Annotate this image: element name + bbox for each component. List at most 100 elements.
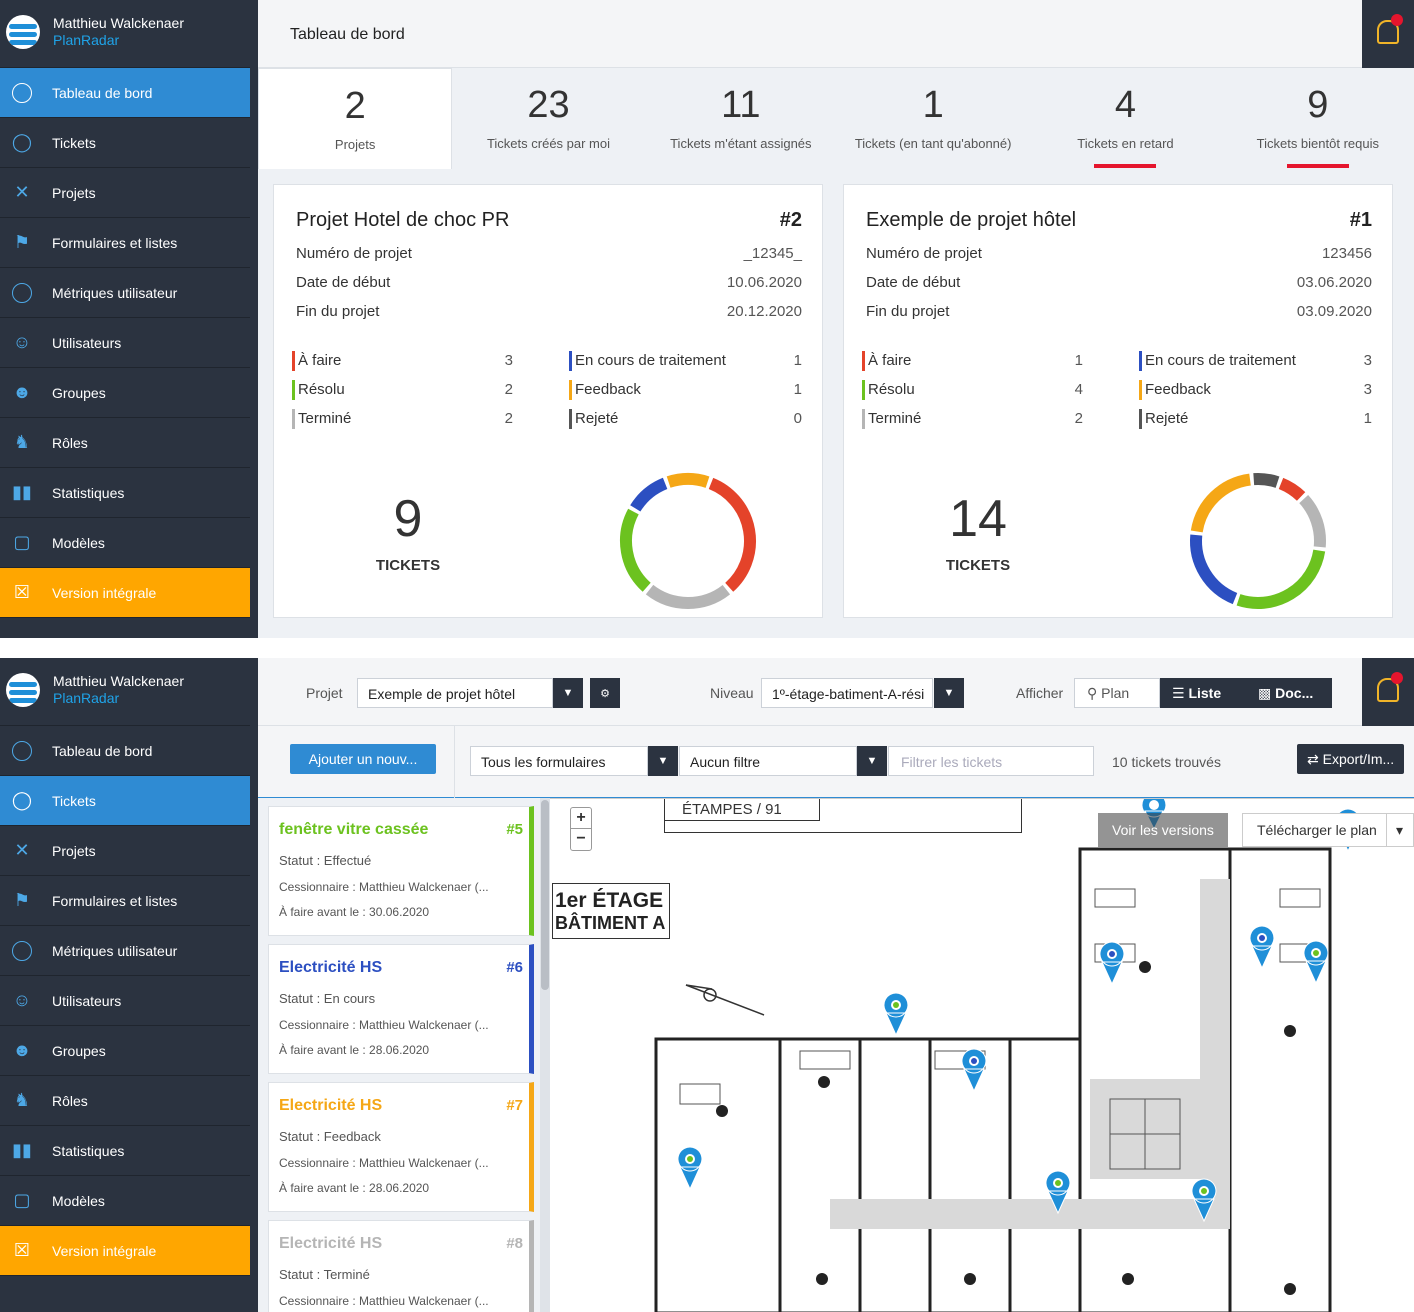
stat-assigned-to-me[interactable]: 11 Tickets m'étant assignés [645,68,837,168]
status-rejected: Rejeté 0 [569,409,802,438]
sidebar-item-label: Projets [52,842,96,859]
sidebar-item-users[interactable]: ☺ Utilisateurs [0,318,250,368]
field-label: Date de début [296,274,391,291]
donut-segment-Résolu [620,508,651,592]
sidebar-item-templates[interactable]: ▢ Modèles [0,518,250,568]
status-label: Résolu [862,380,915,400]
sidebar-item-user-metrics[interactable]: Métriques utilisateur [0,926,250,976]
stat-value: 4 [1114,84,1137,126]
sidebar-item-roles[interactable]: ♞ Rôles [0,418,250,468]
bell-icon [1377,20,1399,44]
status-donut-chart [1190,473,1326,609]
tickets-toolbar: Projet Exemple de projet hôtel ▼ ⚙ Nivea… [258,658,1414,726]
stat-value: 9 [1307,84,1329,126]
status-count: 2 [504,410,513,427]
ticket-list-scrollbar[interactable] [540,798,550,1312]
notifications-button[interactable] [1362,658,1414,726]
sidebar-item-forms[interactable]: ⚑ Formulaires et listes [0,876,250,926]
view-list-label: Liste [1188,685,1222,701]
gear-icon[interactable]: ⚙ [590,678,620,708]
stat-projects[interactable]: 2 Projets [258,68,453,169]
status-resolved: Résolu 2 [292,380,525,409]
sidebar: Matthieu Walckenaer PlanRadar Tableau de… [0,658,250,1312]
sidebar-item-templates[interactable]: ▢ Modèles [0,1176,250,1226]
add-ticket-button[interactable]: Ajouter un nouv... [290,744,436,774]
sidebar-item-full-version[interactable]: ☒ Version intégrale [0,568,250,618]
stat-label: Tickets m'étant assignés [670,136,812,151]
field-value: _12345_ [743,245,802,262]
sidebar-item-groups[interactable]: ☻ Groupes [0,1026,250,1076]
view-documents-button[interactable]: ▩ Doc... [1246,678,1332,708]
chevron-down-icon[interactable]: ▼ [934,678,964,708]
chevron-down-icon[interactable]: ▼ [648,746,678,776]
sidebar-item-tickets[interactable]: ◯ Tickets [0,118,250,168]
bar-chart-icon: ▮▮ [12,482,32,502]
company-name: PlanRadar [53,32,120,48]
notifications-button[interactable] [1362,0,1414,68]
status-in-progress: En cours de traitement 1 [569,351,802,380]
stat-subscribed[interactable]: 1 Tickets (en tant qu'abonné) [837,68,1029,168]
ticket-number: #7 [506,1097,523,1114]
stat-label: Tickets (en tant qu'abonné) [854,136,1012,151]
sidebar-item-groups[interactable]: ☻ Groupes [0,368,250,418]
stat-overdue[interactable]: 4 Tickets en retard [1029,68,1221,168]
sidebar-item-users[interactable]: ☺ Utilisateurs [0,976,250,1026]
ticket-pins[interactable] [550,799,1414,1312]
status-count: 1 [793,352,802,369]
chevron-down-icon[interactable]: ▼ [857,746,887,776]
ticket-card[interactable]: fenêtre vitre cassée #5 Statut : Effectu… [268,806,534,936]
zoom-in-button[interactable]: + [571,808,591,829]
chess-role-icon: ♞ [13,432,31,452]
project-select[interactable]: Exemple de projet hôtel [357,678,553,708]
screen-separator [0,638,1414,658]
ticket-card[interactable]: Electricité HS #7 Statut : Feedback Cess… [268,1082,534,1212]
sidebar-item-forms[interactable]: ⚑ Formulaires et listes [0,218,250,268]
stat-created-by-me[interactable]: 23 Tickets créés par moi [452,68,644,168]
view-list-button[interactable]: ☰ Liste [1160,678,1246,708]
project-card[interactable]: Exemple de projet hôtel #1 Numéro de pro… [843,184,1393,618]
sidebar-item-label: Modèles [52,534,105,551]
download-plan-button[interactable]: Télécharger le plan [1242,813,1392,847]
document-icon: ▩ [1258,684,1276,701]
view-plan-button[interactable]: ⚲ Plan [1074,678,1160,708]
status-label: Résolu [292,380,345,400]
ticket-card[interactable]: Electricité HS #8 Statut : Terminé Cessi… [268,1220,534,1312]
sidebar-item-label: Projets [52,184,96,201]
chess-role-icon: ♞ [13,1090,31,1110]
sidebar-item-full-version[interactable]: ☒ Version intégrale [0,1226,250,1276]
zoom-out-button[interactable]: − [576,830,586,847]
sidebar-item-statistics[interactable]: ▮▮ Statistiques [0,1126,250,1176]
project-card[interactable]: Projet Hotel de choc PR #2 Numéro de pro… [273,184,823,618]
ticket-title: fenêtre vitre cassée [279,821,429,838]
project-field: Numéro de projet 123456 [866,245,1372,269]
floor-plan-map[interactable]: + − ÉTAMPES / 91 1er ÉTAGE BÂTIMENT A [550,798,1414,1312]
sidebar-item-projects[interactable]: ✕ Projets [0,168,250,218]
chevron-down-icon[interactable]: ▼ [553,678,583,708]
user-profile[interactable]: Matthieu Walckenaer PlanRadar [0,658,250,726]
sidebar-item-roles[interactable]: ♞ Rôles [0,1076,250,1126]
stat-value: 23 [527,84,570,126]
download-options-chevron-icon[interactable]: ▾ [1386,813,1414,847]
tickets-total: 9 [393,490,423,548]
ticket-card[interactable]: Electricité HS #6 Statut : En cours Cess… [268,944,534,1074]
status-label: En cours de traitement [1139,351,1296,371]
view-versions-button[interactable]: Voir les versions [1098,813,1228,847]
sidebar-item-dashboard[interactable]: Tableau de bord [0,726,250,776]
sidebar-item-projects[interactable]: ✕ Projets [0,826,250,876]
project-field: Fin du projet 03.09.2020 [866,303,1372,327]
ticket-due-date: À faire avant le : 28.06.2020 [279,1181,430,1195]
user-profile[interactable]: Matthieu Walckenaer PlanRadar [0,0,250,68]
sidebar-item-statistics[interactable]: ▮▮ Statistiques [0,468,250,518]
form-filter-select[interactable]: Tous les formulaires [470,746,648,776]
sidebar-item-user-metrics[interactable]: Métriques utilisateur [0,268,250,318]
sidebar-item-label: Tableau de bord [52,742,153,759]
stat-due-soon[interactable]: 9 Tickets bientôt requis [1222,68,1414,168]
filter-select[interactable]: Aucun filtre [679,746,857,776]
ticket-search-input[interactable]: Filtrer les tickets [888,746,1094,776]
level-select[interactable]: 1º-étage-batiment-A-rési [761,678,933,708]
sidebar-item-dashboard[interactable]: Tableau de bord [0,68,250,118]
sidebar-item-label: Tickets [52,134,96,151]
export-import-button[interactable]: ⇄ Export/Im... [1297,744,1405,774]
donut-segment-En cours de traitement [1190,534,1238,605]
sidebar-item-tickets[interactable]: ◯ Tickets [0,776,250,826]
